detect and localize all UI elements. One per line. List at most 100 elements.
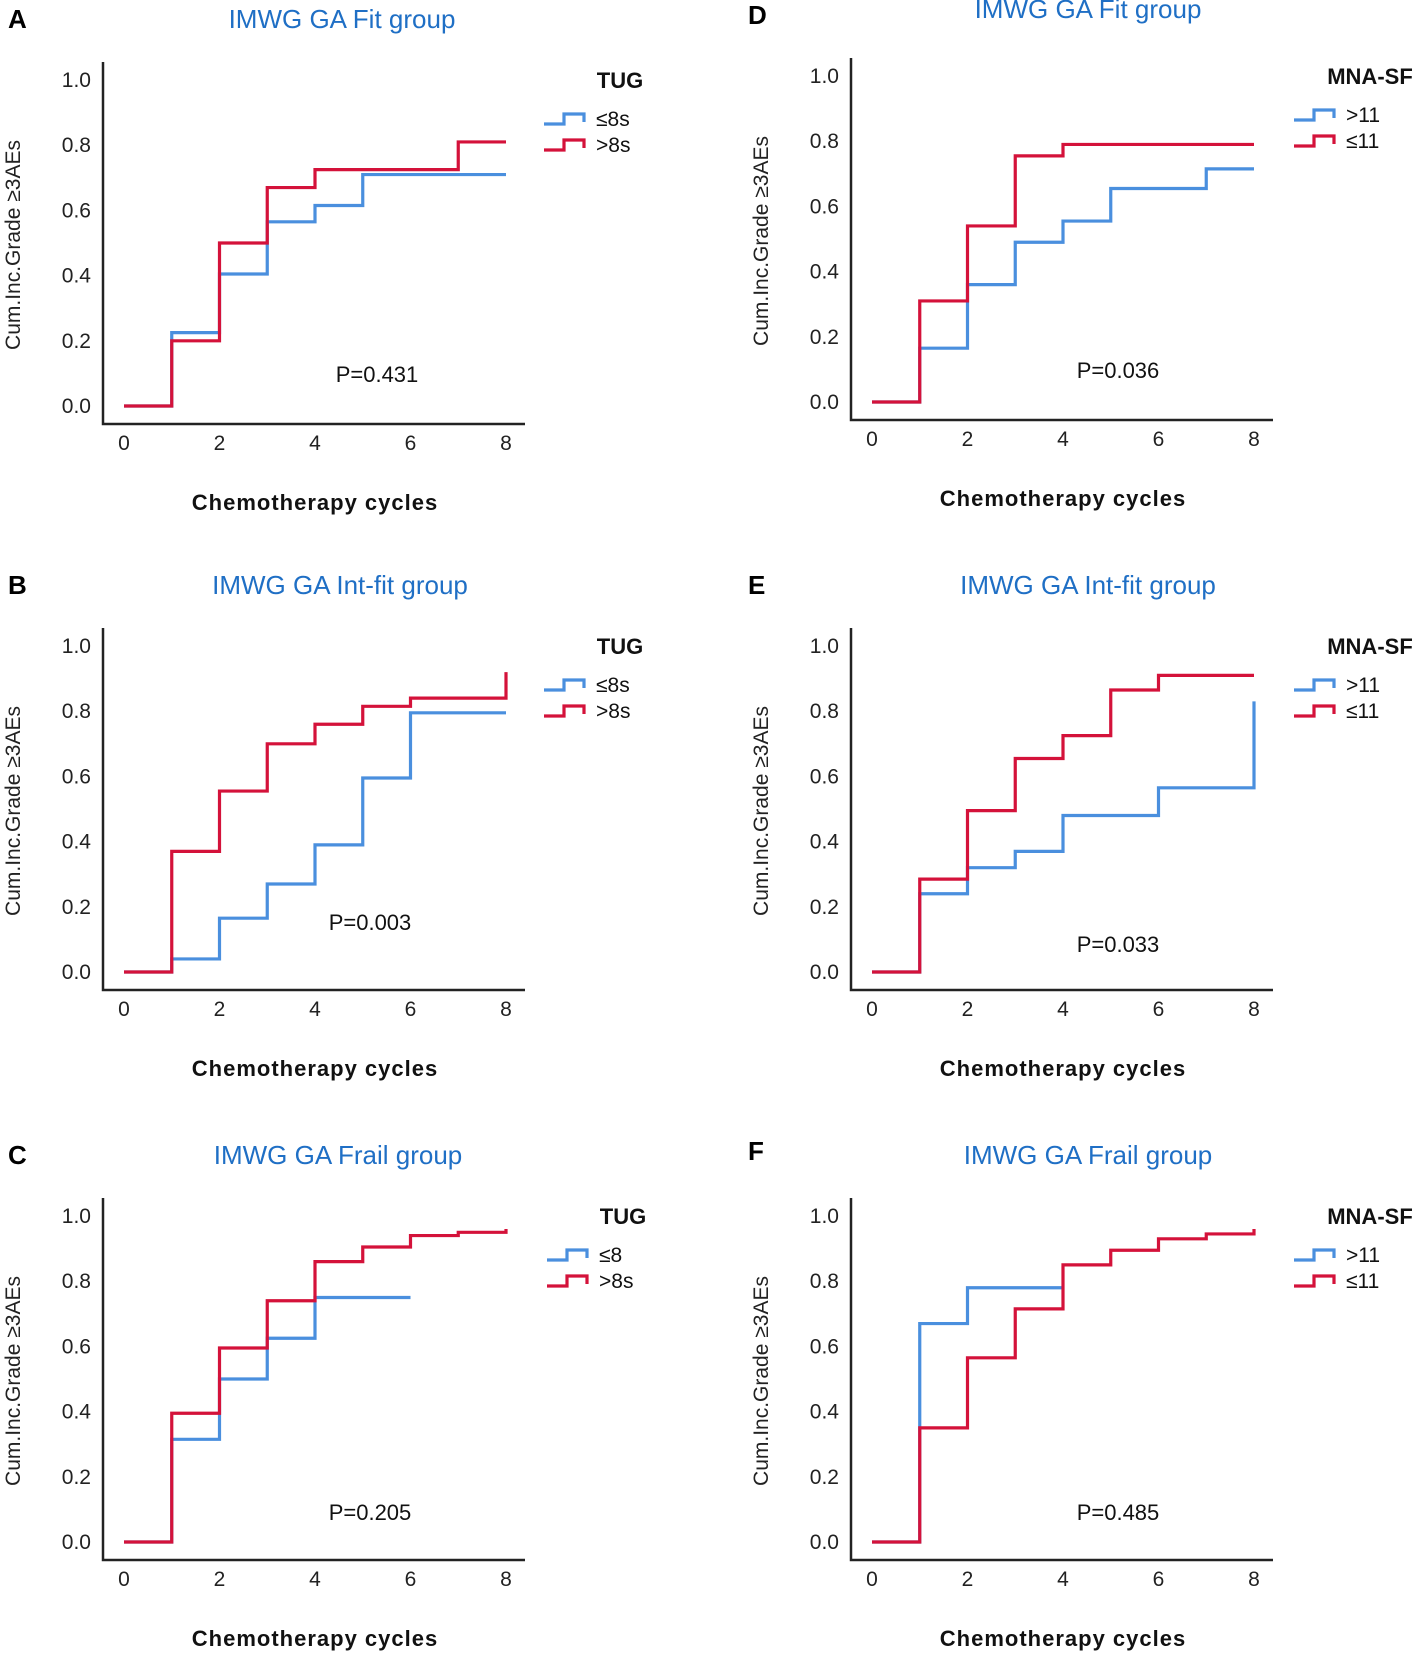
series-line-red xyxy=(124,1229,508,1544)
y-tick-label: 0.0 xyxy=(62,1531,91,1554)
y-tick-label: 0.8 xyxy=(62,1270,91,1293)
x-axis-label: Chemotherapy cycles xyxy=(940,486,1186,511)
x-tick-label: 4 xyxy=(1057,1568,1069,1591)
y-tick-label: 0.8 xyxy=(810,700,839,723)
y-tick-label: 0.6 xyxy=(810,765,839,788)
y-tick-label: 0.6 xyxy=(810,195,839,218)
legend-swatch-red xyxy=(544,704,586,718)
y-tick-label: 0.8 xyxy=(62,700,91,723)
x-tick-label: 0 xyxy=(118,998,130,1021)
axis-lines xyxy=(101,62,525,426)
legend-swatch-red xyxy=(544,138,586,152)
legend-title: TUG xyxy=(597,634,643,659)
y-tick-label: 0.2 xyxy=(810,1466,839,1489)
chart-title: IMWG GA Fit group xyxy=(229,4,456,34)
chart-panel-f: F IMWG GA Frail group 0.0 0.2 0.4 0.6 0.8 1.0 0 2… xyxy=(748,1136,1413,1651)
panel-letter: A xyxy=(8,4,27,34)
x-tick-label: 8 xyxy=(500,998,512,1021)
y-tick-label: 0.2 xyxy=(810,896,839,919)
legend-title: TUG xyxy=(597,68,643,93)
p-value-label: P=0.036 xyxy=(1077,358,1160,383)
legend-swatch-blue xyxy=(1294,108,1336,122)
series-line-red xyxy=(872,142,1254,404)
series-line-blue xyxy=(872,167,1254,404)
x-tick-label: 0 xyxy=(118,1568,130,1591)
panel-letter: C xyxy=(8,1140,27,1170)
axis-lines xyxy=(849,1198,1273,1562)
chart-title: IMWG GA Frail group xyxy=(214,1140,463,1170)
panel-letter: F xyxy=(748,1136,764,1166)
legend-swatch-red xyxy=(1294,704,1336,718)
y-tick-label: 0.4 xyxy=(810,261,840,284)
y-tick-label: 0.0 xyxy=(62,395,91,418)
legend: TUG ≤8s >8s xyxy=(544,68,643,157)
p-value-label: P=0.485 xyxy=(1077,1500,1160,1525)
legend-swatch-blue xyxy=(547,1248,589,1262)
legend-swatch-red xyxy=(1294,1274,1336,1288)
y-tick-label: 0.4 xyxy=(62,1401,92,1424)
x-tick-label: 6 xyxy=(405,1568,417,1591)
series-line-red xyxy=(872,1229,1256,1544)
y-tick-label: 0.2 xyxy=(62,330,91,353)
y-tick-label: 0.4 xyxy=(62,265,92,288)
legend: MNA-SF >11 ≤11 xyxy=(1294,634,1413,723)
y-axis-label: Cum.Inc.Grade ≥3AEs xyxy=(750,136,773,346)
panel-letter: E xyxy=(748,570,765,600)
x-tick-label: 4 xyxy=(1057,428,1069,451)
x-tick-label: 2 xyxy=(962,1568,974,1591)
legend-label: >8s xyxy=(596,700,630,723)
series-line-red xyxy=(124,140,506,408)
x-axis-label: Chemotherapy cycles xyxy=(192,1056,438,1081)
series-line-blue xyxy=(124,711,506,974)
chart-title: IMWG GA Frail group xyxy=(964,1140,1213,1170)
legend-swatch-blue xyxy=(1294,678,1336,692)
y-tick-label: 0.6 xyxy=(810,1335,839,1358)
legend-label: >11 xyxy=(1346,1244,1380,1267)
y-tick-label: 1.0 xyxy=(62,1205,91,1228)
p-value-label: P=0.205 xyxy=(329,1500,412,1525)
y-tick-label: 0.8 xyxy=(810,1270,839,1293)
axis-lines xyxy=(849,58,1273,422)
axis-lines xyxy=(849,628,1273,992)
x-tick-label: 0 xyxy=(866,1568,878,1591)
legend-label: >11 xyxy=(1346,674,1380,697)
legend-title: TUG xyxy=(600,1204,646,1229)
x-axis-label: Chemotherapy cycles xyxy=(192,1626,438,1651)
x-tick-label: 4 xyxy=(309,1568,321,1591)
legend-label: ≤11 xyxy=(1346,130,1379,153)
x-tick-label: 0 xyxy=(866,428,878,451)
y-tick-label: 0.6 xyxy=(62,1335,91,1358)
y-axis-label: Cum.Inc.Grade ≥3AEs xyxy=(2,706,25,916)
x-tick-label: 6 xyxy=(405,432,417,455)
legend-label: ≤11 xyxy=(1346,1270,1379,1293)
y-tick-label: 0.2 xyxy=(810,326,839,349)
series-line-red xyxy=(872,673,1254,974)
p-value-label: P=0.431 xyxy=(336,362,419,387)
axis-lines xyxy=(101,1198,525,1562)
legend-title: MNA-SF xyxy=(1327,64,1413,89)
y-tick-label: 1.0 xyxy=(810,65,839,88)
x-axis-label: Chemotherapy cycles xyxy=(940,1056,1186,1081)
y-axis-label: Cum.Inc.Grade ≥3AEs xyxy=(750,1276,773,1486)
chart-title: IMWG GA Int-fit group xyxy=(960,570,1216,600)
x-tick-label: 8 xyxy=(1248,998,1260,1021)
legend-swatch-red xyxy=(1294,134,1336,148)
y-tick-label: 1.0 xyxy=(810,1205,839,1228)
panel-letter: D xyxy=(748,0,767,30)
legend-label: ≤11 xyxy=(1346,700,1379,723)
legend: MNA-SF >11 ≤11 xyxy=(1294,64,1413,153)
x-tick-label: 8 xyxy=(500,432,512,455)
y-tick-label: 0.2 xyxy=(62,896,91,919)
x-tick-label: 2 xyxy=(962,428,974,451)
p-value-label: P=0.033 xyxy=(1077,932,1160,957)
chart-panel-e: E IMWG GA Int-fit group 0.0 0.2 0.4 0.6 0.8 1.0… xyxy=(748,570,1413,1081)
x-tick-label: 0 xyxy=(118,432,130,455)
y-tick-label: 1.0 xyxy=(810,635,839,658)
legend-label: >8s xyxy=(599,1270,633,1293)
x-tick-label: 4 xyxy=(309,998,321,1021)
y-tick-label: 0.6 xyxy=(62,199,91,222)
legend: TUG ≤8s >8s xyxy=(544,634,643,723)
y-tick-label: 0.6 xyxy=(62,765,91,788)
chart-panel-d: D IMWG GA Fit group 0.0 0.2 0.4 0.6 0.8 1.0 0 2 4 6… xyxy=(748,0,1413,511)
